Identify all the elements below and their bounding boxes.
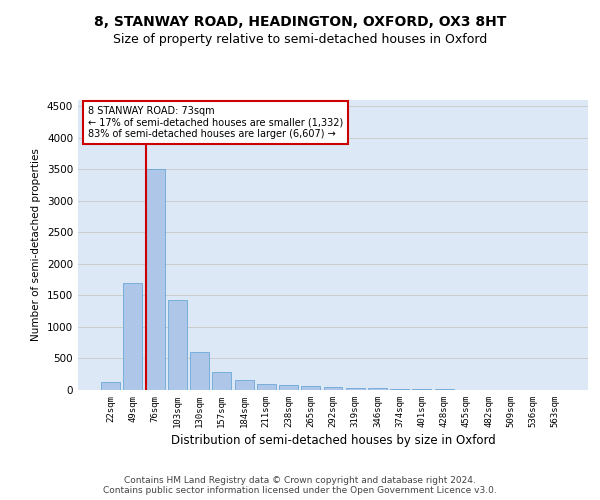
Bar: [212, 372, 231, 390]
Bar: [190, 352, 209, 390]
Y-axis label: Number of semi-detached properties: Number of semi-detached properties: [31, 148, 41, 342]
Bar: [235, 380, 254, 390]
Text: Contains HM Land Registry data © Crown copyright and database right 2024.
Contai: Contains HM Land Registry data © Crown c…: [103, 476, 497, 495]
Bar: [390, 389, 409, 390]
Text: Size of property relative to semi-detached houses in Oxford: Size of property relative to semi-detach…: [113, 32, 487, 46]
Bar: [346, 388, 365, 390]
Bar: [168, 300, 187, 390]
Bar: [124, 283, 142, 390]
Bar: [323, 387, 343, 390]
Bar: [368, 388, 387, 390]
Bar: [146, 170, 164, 390]
Bar: [101, 382, 120, 390]
Bar: [279, 384, 298, 390]
Text: 8 STANWAY ROAD: 73sqm
← 17% of semi-detached houses are smaller (1,332)
83% of s: 8 STANWAY ROAD: 73sqm ← 17% of semi-deta…: [88, 106, 343, 139]
Bar: [301, 386, 320, 390]
X-axis label: Distribution of semi-detached houses by size in Oxford: Distribution of semi-detached houses by …: [170, 434, 496, 447]
Bar: [257, 384, 276, 390]
Text: 8, STANWAY ROAD, HEADINGTON, OXFORD, OX3 8HT: 8, STANWAY ROAD, HEADINGTON, OXFORD, OX3…: [94, 15, 506, 29]
